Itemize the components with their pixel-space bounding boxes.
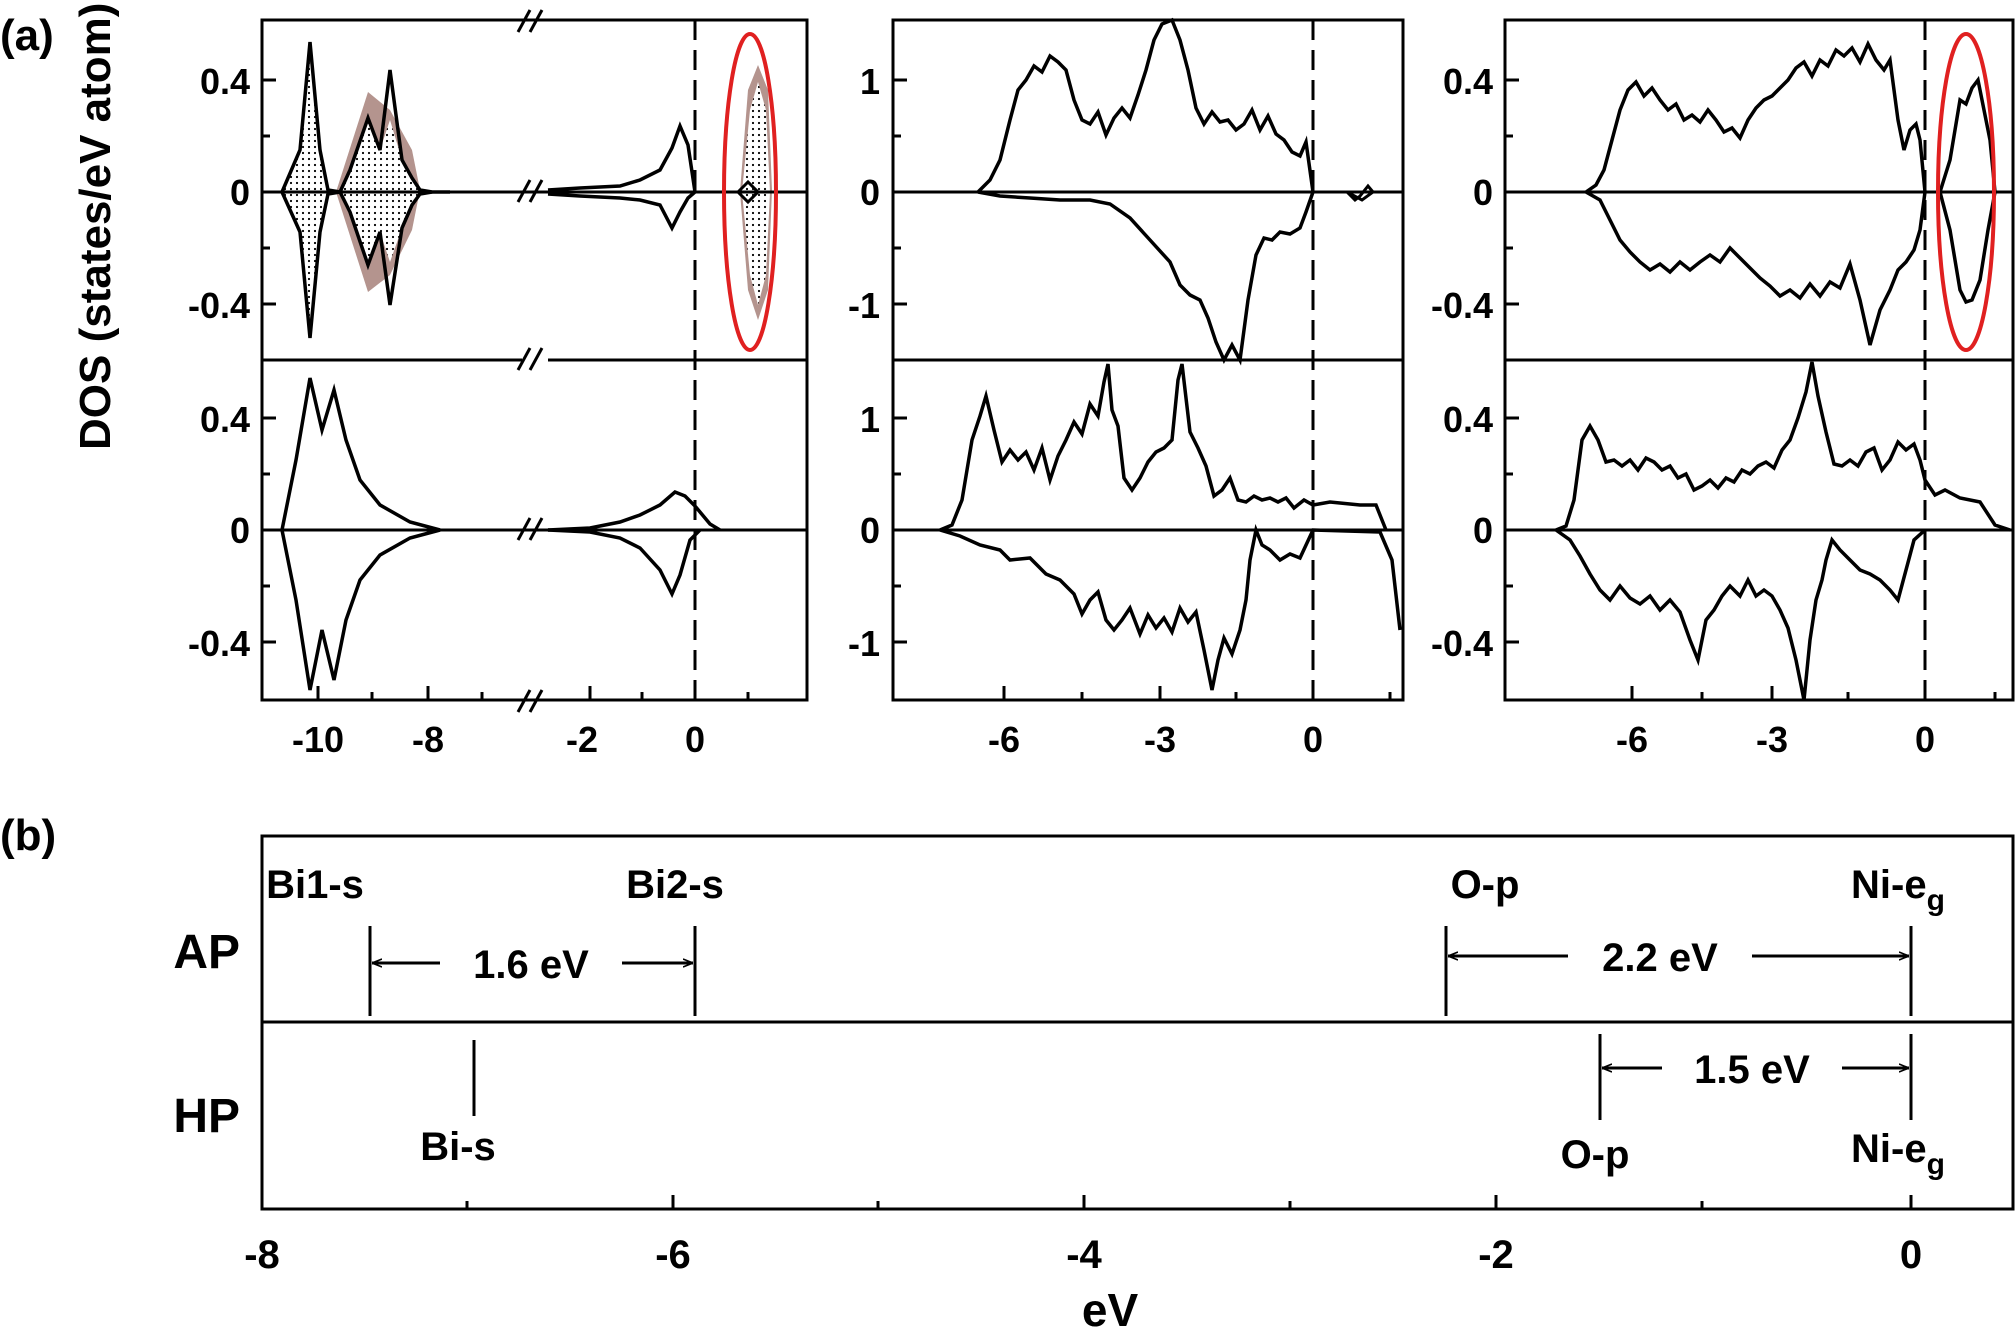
dos-curve-right-bottom-up — [1555, 361, 2011, 532]
dos-curve-mid-top-up — [976, 17, 1315, 194]
interval-label-1-6: 1.6 eV — [473, 943, 589, 987]
dos-curve-top-fermi-up — [547, 121, 697, 193]
dos-curve-mid-bottom-up — [939, 363, 1388, 532]
x-tick-label: 0 — [1303, 719, 1323, 760]
panel-a-label: (a) — [0, 11, 54, 60]
y-tick-label: 0 — [860, 510, 880, 551]
break-mark-mid2-2 — [528, 347, 544, 371]
x-tick-label: -8 — [244, 1233, 280, 1277]
x-tick-label: -2 — [566, 719, 598, 760]
level-label-o-p-hp: O-p — [1561, 1133, 1630, 1177]
dos-curve-right-top-gap-up — [1938, 75, 1997, 193]
ni-eg-sub: g — [1927, 1148, 1945, 1181]
x-ticks-right — [1630, 686, 1997, 700]
x-tick-label: -6 — [655, 1233, 691, 1277]
y-tick-label: 0 — [1473, 172, 1493, 213]
level-label-o-p-ap: O-p — [1451, 863, 1520, 907]
y-tick-label: 0 — [230, 172, 250, 213]
x-tick-label: -10 — [292, 719, 344, 760]
panel-a-right: 0.4 0 -0.4 0.4 0 -0.4 -6 -3 0 — [1431, 18, 2015, 760]
interval-label-1-5: 1.5 eV — [1694, 1048, 1810, 1092]
gap-state-diamond — [735, 179, 761, 205]
x-tick-label: -8 — [412, 719, 444, 760]
row-label-hp: HP — [173, 1090, 240, 1143]
y-tick-label: 0 — [1473, 510, 1493, 551]
dos-curve-mid-bottom-down — [939, 523, 1402, 691]
x-ticks-b — [260, 1195, 1913, 1209]
highlight-ellipse-left — [722, 32, 778, 352]
level-label-bi2-s: Bi2-s — [626, 863, 724, 907]
ni-eg-sub: g — [1927, 884, 1945, 917]
x-tick-label: -3 — [1756, 719, 1788, 760]
y-tick-label: -0.4 — [1431, 285, 1493, 326]
frame-b-ap — [260, 834, 2015, 1024]
panel-a-left: 0.4 0 -0.4 0.4 0 -0.4 -10 -8 -2 0 — [188, 0, 809, 760]
ni-eg-main: Ni-e — [1851, 863, 1927, 907]
level-label-ni-eg-ap: Ni-eg — [1851, 863, 1945, 917]
y-ticks-right — [1505, 78, 1519, 644]
level-label-bi-s: Bi-s — [420, 1125, 496, 1169]
level-label-ni-eg-hp: Ni-eg — [1851, 1127, 1945, 1181]
x-tick-label: -4 — [1066, 1233, 1102, 1277]
y-tick-label: 0.4 — [1443, 61, 1493, 102]
dos-curve-right-top-up — [1584, 39, 1927, 194]
panel-a-middle: 1 0 -1 1 0 -1 -6 -3 0 — [848, 17, 1405, 760]
x-tick-label: -3 — [1144, 719, 1176, 760]
y-tick-label: -0.4 — [1431, 623, 1493, 664]
frame-b-hp — [260, 1020, 2015, 1211]
y-tick-label: -0.4 — [188, 623, 250, 664]
y-tick-label: 0 — [860, 172, 880, 213]
row-label-ap: AP — [173, 926, 240, 979]
y-tick-label: 0.4 — [1443, 399, 1493, 440]
y-tick-label: -1 — [848, 285, 880, 326]
x-tick-label: 0 — [1900, 1233, 1922, 1277]
frame-top-middle — [891, 18, 1405, 362]
y-tick-label: 1 — [860, 61, 880, 102]
y-tick-label: 0 — [230, 510, 250, 551]
y-tick-label: -1 — [848, 623, 880, 664]
dos-curve-bottom-fermi-up — [547, 489, 721, 532]
x-tick-label: -2 — [1478, 1233, 1514, 1277]
dos-curve-right-bottom-down — [1554, 528, 1927, 701]
y-ticks-left — [262, 78, 276, 644]
dos-curve-mid-top-down — [977, 190, 1315, 366]
break-mark-mid2-1 — [516, 347, 532, 371]
dos-curve-mid-top-gap — [1345, 183, 1376, 203]
highlight-ellipse-right — [1936, 32, 1996, 352]
y-tick-label: 1 — [860, 399, 880, 440]
x-axis-label: eV — [1082, 1284, 1139, 1336]
x-ticks-middle — [1002, 686, 1392, 700]
dos-curve-top-up — [280, 41, 450, 194]
panel-b-label: (b) — [0, 811, 56, 860]
dos-curve-right-top-gap-down — [1938, 191, 1997, 305]
y-tick-label: -0.4 — [188, 285, 250, 326]
y-ticks-middle — [893, 78, 907, 644]
y-axis-label: DOS (states/eV atom) — [71, 3, 120, 450]
x-tick-label: -6 — [988, 719, 1020, 760]
dos-curve-top-fermi-down — [547, 190, 697, 232]
panel-b: AP HP Bi1-s Bi2-s O-p Ni-eg 1.6 eV 2.2 e… — [173, 834, 2015, 1336]
interval-label-2-2: 2.2 eV — [1602, 936, 1718, 980]
dos-curve-bottom-fermi-down — [547, 528, 702, 599]
level-label-bi1-s: Bi1-s — [266, 863, 364, 907]
x-tick-label: -6 — [1616, 719, 1648, 760]
dos-curve-top-down — [280, 190, 433, 339]
ni-eg-main: Ni-e — [1851, 1127, 1927, 1171]
x-tick-label: 0 — [1915, 719, 1935, 760]
y-tick-label: 0.4 — [200, 61, 250, 102]
x-ticks-left — [316, 686, 750, 700]
dos-curve-right-top-down — [1585, 190, 1927, 346]
dos-curve-bottom-down — [280, 528, 441, 691]
x-tick-label: 0 — [685, 719, 705, 760]
dos-curve-bottom-up — [280, 377, 441, 532]
y-tick-label: 0.4 — [200, 399, 250, 440]
